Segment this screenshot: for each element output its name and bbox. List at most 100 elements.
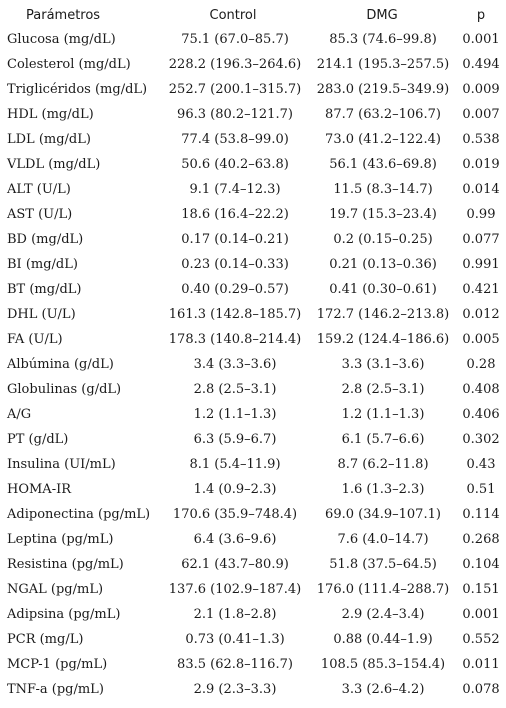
cell-parameter: Adiponectina (pg/mL): [7, 507, 151, 522]
table-row: Adipsina (pg/mL) 2.1 (1.8–2.8) 2.9 (2.4–3.…: [0, 602, 506, 627]
cell-dmg: 159.2 (124.4–186.6): [316, 332, 450, 347]
cell-dmg: 2.9 (2.4–3.4): [341, 607, 425, 622]
cell-dmg: 3.3 (2.6–4.2): [341, 682, 425, 697]
cell-parameter: FA (U/L): [7, 332, 63, 347]
cell-p-value: 0.302: [462, 432, 500, 447]
cell-p-value: 0.078: [462, 682, 500, 697]
cell-dmg: 1.6 (1.3–2.3): [341, 482, 425, 497]
table-row: HOMA-IR 1.4 (0.9–2.3) 1.6 (1.3–2.3) 0.51: [0, 477, 506, 502]
cell-parameter: HDL (mg/dL): [7, 107, 94, 122]
cell-control: 6.4 (3.6–9.6): [193, 532, 277, 547]
cell-parameter: LDL (mg/dL): [7, 132, 91, 147]
table-row: MCP-1 (pg/mL) 83.5 (62.8–116.7) 108.5 (85.…: [0, 652, 506, 677]
cell-p-value: 0.494: [462, 57, 500, 72]
cell-p-value: 0.019: [462, 157, 500, 172]
cell-dmg: 6.1 (5.7–6.6): [341, 432, 425, 447]
cell-dmg: 73.0 (41.2–122.4): [325, 132, 441, 147]
cell-control: 0.40 (0.29–0.57): [181, 282, 289, 297]
cell-p-value: 0.014: [462, 182, 500, 197]
cell-control: 170.6 (35.9–748.4): [172, 507, 298, 522]
cell-control: 178.3 (140.8–214.4): [168, 332, 302, 347]
cell-control: 9.1 (7.4–12.3): [189, 182, 281, 197]
cell-control: 75.1 (67.0–85.7): [181, 32, 289, 47]
cell-control: 50.6 (40.2–63.8): [181, 157, 289, 172]
table-row: PCR (mg/L) 0.73 (0.41–1.3) 0.88 (0.44–1.9)…: [0, 627, 506, 652]
cell-p-value: 0.114: [462, 507, 500, 522]
cell-control: 8.1 (5.4–11.9): [189, 457, 281, 472]
cell-p-value: 0.43: [466, 457, 496, 472]
cell-dmg: 51.8 (37.5–64.5): [329, 557, 437, 572]
cell-parameter: Globulinas (g/dL): [7, 382, 122, 397]
cell-parameter: Albúmina (g/dL): [7, 357, 114, 372]
cell-dmg: 283.0 (219.5–349.9): [316, 82, 450, 97]
table-row: A/G 1.2 (1.1–1.3) 1.2 (1.1–1.3) 0.406: [0, 402, 506, 427]
table-row: TNF-a (pg/mL) 2.9 (2.3–3.3) 3.3 (2.6–4.2) 0…: [0, 677, 506, 702]
cell-control: 62.1 (43.7–80.9): [181, 557, 289, 572]
cell-parameter: BT (mg/dL): [7, 282, 82, 297]
cell-p-value: 0.007: [462, 107, 500, 122]
header-control: Control: [209, 8, 257, 23]
cell-p-value: 0.406: [462, 407, 500, 422]
cell-parameter: TNF-a (pg/mL): [7, 682, 104, 697]
cell-parameter: BD (mg/dL): [7, 232, 84, 247]
cell-control: 2.8 (2.5–3.1): [193, 382, 277, 397]
cell-dmg: 69.0 (34.9–107.1): [325, 507, 441, 522]
cell-control: 1.4 (0.9–2.3): [193, 482, 277, 497]
cell-control: 228.2 (196.3–264.6): [168, 57, 302, 72]
cell-p-value: 0.001: [462, 32, 500, 47]
cell-dmg: 0.88 (0.44–1.9): [333, 632, 433, 647]
cell-dmg: 85.3 (74.6–99.8): [329, 32, 437, 47]
cell-p-value: 0.151: [462, 582, 500, 597]
table-row: Leptina (pg/mL) 6.4 (3.6–9.6) 7.6 (4.0–14.…: [0, 527, 506, 552]
cell-control: 1.2 (1.1–1.3): [193, 407, 277, 422]
cell-parameter: PCR (mg/L): [7, 632, 84, 647]
cell-parameter: HOMA-IR: [7, 482, 72, 497]
cell-p-value: 0.268: [462, 532, 500, 547]
header-p: p: [476, 8, 486, 23]
cell-control: 6.3 (5.9–6.7): [193, 432, 277, 447]
table-row: Glucosa (mg/dL) 75.1 (67.0–85.7) 85.3 (74.…: [0, 27, 506, 52]
cell-p-value: 0.421: [462, 282, 500, 297]
cell-control: 96.3 (80.2–121.7): [177, 107, 293, 122]
table-row: AST (U/L) 18.6 (16.4–22.2) 19.7 (15.3–23.4…: [0, 202, 506, 227]
table-row: Triglicéridos (mg/dL) 252.7 (200.1–315.7)…: [0, 77, 506, 102]
cell-p-value: 0.001: [462, 607, 500, 622]
cell-parameter: Adipsina (pg/mL): [7, 607, 121, 622]
cell-control: 2.9 (2.3–3.3): [193, 682, 277, 697]
cell-control: 161.3 (142.8–185.7): [168, 307, 302, 322]
cell-dmg: 176.0 (111.4–288.7): [316, 582, 450, 597]
cell-p-value: 0.012: [462, 307, 500, 322]
cell-p-value: 0.991: [462, 257, 500, 272]
cell-control: 3.4 (3.3–3.6): [193, 357, 277, 372]
cell-parameter: MCP-1 (pg/mL): [7, 657, 108, 672]
cell-parameter: Colesterol (mg/dL): [7, 57, 131, 72]
cell-dmg: 3.3 (3.1–3.6): [341, 357, 425, 372]
cell-dmg: 56.1 (43.6–69.8): [329, 157, 437, 172]
table-row: HDL (mg/dL) 96.3 (80.2–121.7) 87.7 (63.2–1…: [0, 102, 506, 127]
cell-dmg: 108.5 (85.3–154.4): [320, 657, 446, 672]
cell-dmg: 1.2 (1.1–1.3): [341, 407, 425, 422]
table-row: Resistina (pg/mL) 62.1 (43.7–80.9) 51.8 (3…: [0, 552, 506, 577]
table-row: NGAL (pg/mL) 137.6 (102.9–187.4) 176.0 (11…: [0, 577, 506, 602]
table-row: VLDL (mg/dL) 50.6 (40.2–63.8) 56.1 (43.6–6…: [0, 152, 506, 177]
cell-parameter: Insulina (UI/mL): [7, 457, 116, 472]
cell-parameter: A/G: [7, 407, 32, 422]
header-parametros: Parámetros: [26, 8, 101, 23]
cell-p-value: 0.99: [466, 207, 496, 222]
cell-p-value: 0.077: [462, 232, 500, 247]
cell-dmg: 0.2 (0.15–0.25): [333, 232, 433, 247]
table-row: ALT (U/L) 9.1 (7.4–12.3) 11.5 (8.3–14.7) 0.…: [0, 177, 506, 202]
cell-dmg: 7.6 (4.0–14.7): [337, 532, 429, 547]
cell-p-value: 0.408: [462, 382, 500, 397]
cell-dmg: 0.21 (0.13–0.36): [329, 257, 437, 272]
table-row: LDL (mg/dL) 77.4 (53.8–99.0) 73.0 (41.2–12…: [0, 127, 506, 152]
cell-p-value: 0.104: [462, 557, 500, 572]
cell-p-value: 0.538: [462, 132, 500, 147]
table-body: Glucosa (mg/dL) 75.1 (67.0–85.7) 85.3 (74.…: [0, 27, 506, 702]
cell-parameter: Triglicéridos (mg/dL): [7, 82, 148, 97]
table-row: FA (U/L) 178.3 (140.8–214.4) 159.2 (124.4–…: [0, 327, 506, 352]
cell-control: 0.73 (0.41–1.3): [185, 632, 285, 647]
results-table: Parámetros Control DMG p Glucosa (mg/dL)…: [0, 5, 506, 702]
cell-dmg: 11.5 (8.3–14.7): [333, 182, 433, 197]
cell-p-value: 0.009: [462, 82, 500, 97]
